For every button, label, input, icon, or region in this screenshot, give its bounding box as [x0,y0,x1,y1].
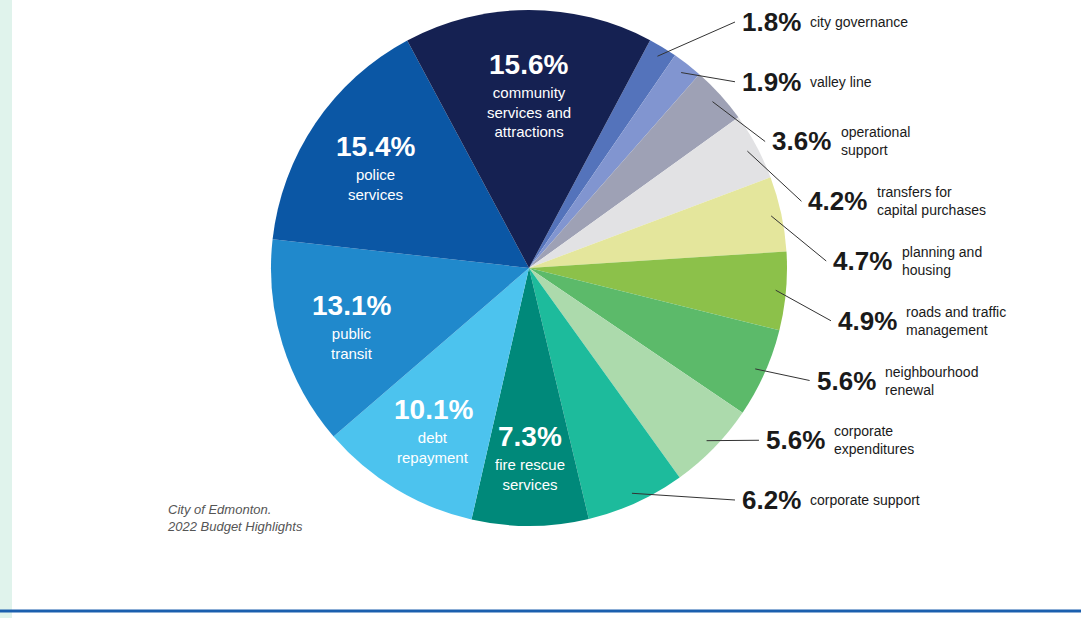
svg-text:valley line: valley line [810,74,872,90]
svg-text:transfers forcapital purchases: transfers forcapital purchases [877,184,986,218]
svg-text:City of Edmonton.2022 Budget H: City of Edmonton.2022 Budget Highlights [167,502,303,534]
svg-text:15.6%: 15.6% [489,49,568,80]
svg-text:roads and trafficmanagement: roads and trafficmanagement [906,304,1006,338]
svg-text:5.6%: 5.6% [817,366,876,396]
svg-text:fire rescueservices: fire rescueservices [495,456,565,493]
svg-text:planning andhousing: planning andhousing [902,244,982,278]
svg-text:city governance: city governance [810,14,908,30]
svg-text:debtrepayment: debtrepayment [397,429,469,466]
svg-text:4.7%: 4.7% [833,246,892,276]
svg-text:communityservices andattractio: communityservices andattractions [487,84,571,140]
svg-text:publictransit: publictransit [331,325,373,362]
svg-text:6.2%: 6.2% [742,485,801,515]
svg-text:corporateexpenditures: corporateexpenditures [834,423,914,457]
svg-text:13.1%: 13.1% [312,290,391,321]
svg-text:3.6%: 3.6% [772,126,831,156]
svg-text:4.9%: 4.9% [838,306,897,336]
svg-text:10.1%: 10.1% [394,394,473,425]
svg-text:15.4%: 15.4% [336,131,415,162]
svg-text:1.9%: 1.9% [742,67,801,97]
svg-text:5.6%: 5.6% [766,425,825,455]
svg-text:4.2%: 4.2% [808,186,867,216]
svg-text:corporate support: corporate support [810,492,920,508]
svg-text:operationalsupport: operationalsupport [841,124,910,158]
svg-text:7.3%: 7.3% [498,421,562,452]
svg-text:neighbourhoodrenewal: neighbourhoodrenewal [885,364,978,398]
svg-text:policeservices: policeservices [348,166,403,203]
svg-text:1.8%: 1.8% [742,7,801,37]
